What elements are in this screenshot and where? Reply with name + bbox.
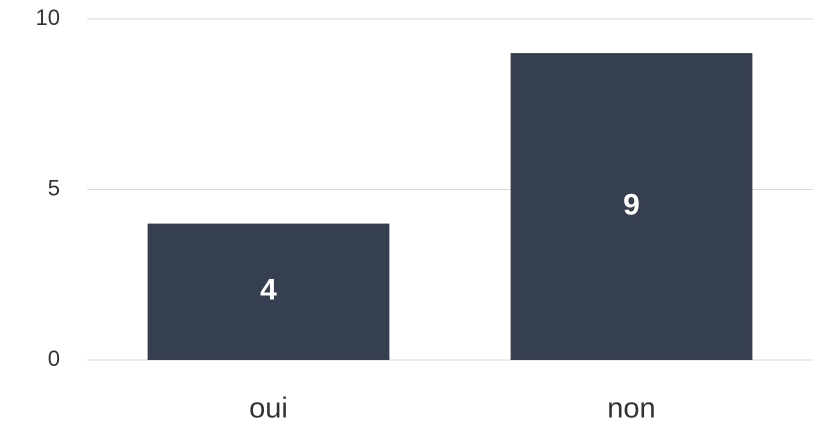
bar (510, 53, 753, 360)
x-tick-label: oui (249, 393, 288, 425)
data-label: 4 (260, 274, 277, 307)
bar (147, 223, 390, 360)
x-tick-label: non (607, 393, 655, 425)
data-label: 9 (623, 188, 640, 221)
y-tick-label: 0 (48, 346, 60, 371)
y-tick-label: 10 (36, 5, 60, 30)
y-tick-label: 5 (48, 175, 60, 200)
